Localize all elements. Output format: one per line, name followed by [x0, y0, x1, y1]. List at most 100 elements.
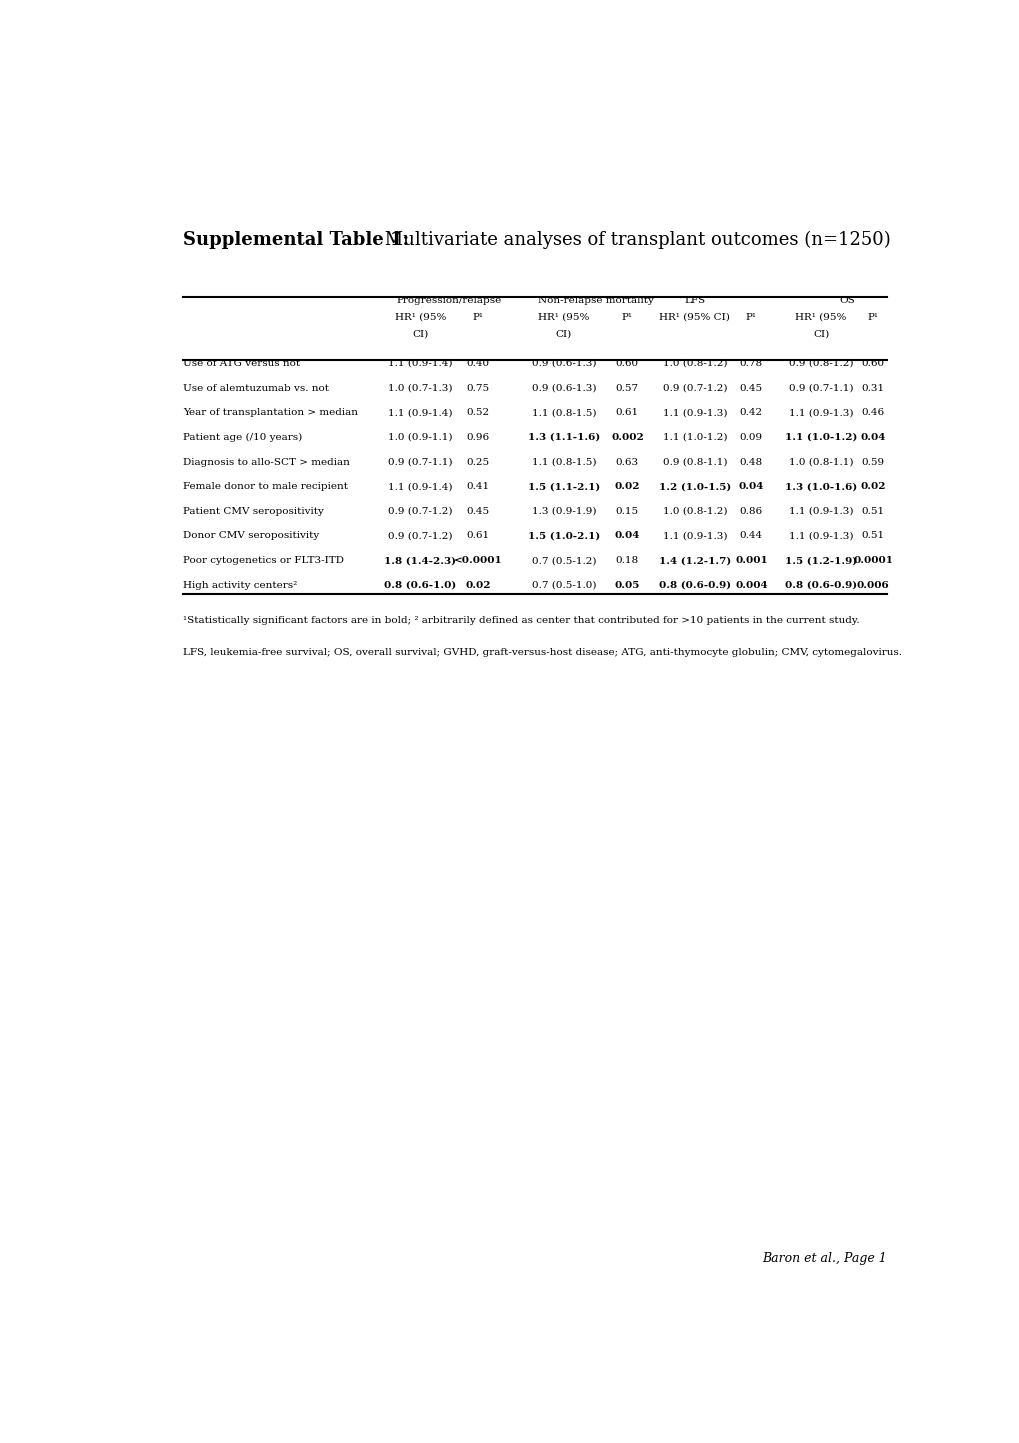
Text: 0.86: 0.86 — [739, 506, 762, 515]
Text: 0.09: 0.09 — [739, 433, 762, 442]
Text: 0.59: 0.59 — [861, 457, 883, 466]
Text: 0.8 (0.6-0.9): 0.8 (0.6-0.9) — [658, 580, 731, 590]
Text: 1.3 (1.0-1.6): 1.3 (1.0-1.6) — [785, 482, 856, 491]
Text: 0.25: 0.25 — [466, 457, 489, 466]
Text: 1.3 (1.1-1.6): 1.3 (1.1-1.6) — [527, 433, 599, 442]
Text: 1.0 (0.7-1.3): 1.0 (0.7-1.3) — [388, 384, 452, 392]
Text: 0.001: 0.001 — [735, 556, 767, 566]
Text: 0.9 (0.7-1.2): 0.9 (0.7-1.2) — [662, 384, 727, 392]
Text: Year of transplantation > median: Year of transplantation > median — [183, 408, 358, 417]
Text: <0.0001: <0.0001 — [453, 556, 501, 566]
Text: 1.1 (0.8-1.5): 1.1 (0.8-1.5) — [531, 408, 595, 417]
Text: 0.57: 0.57 — [615, 384, 638, 392]
Text: 0.61: 0.61 — [466, 531, 489, 541]
Text: Donor CMV seropositivity: Donor CMV seropositivity — [183, 531, 319, 541]
Text: 1.8 (1.4-2.3): 1.8 (1.4-2.3) — [384, 556, 457, 566]
Text: 1.1 (0.9-1.3): 1.1 (0.9-1.3) — [788, 408, 853, 417]
Text: 0.9 (0.6-1.3): 0.9 (0.6-1.3) — [531, 359, 595, 368]
Text: P¹: P¹ — [472, 313, 483, 322]
Text: HR¹ (95%: HR¹ (95% — [795, 313, 846, 322]
Text: 0.7 (0.5-1.0): 0.7 (0.5-1.0) — [531, 580, 595, 590]
Text: 0.63: 0.63 — [615, 457, 638, 466]
Text: 0.96: 0.96 — [466, 433, 489, 442]
Text: 1.0 (0.9-1.1): 1.0 (0.9-1.1) — [388, 433, 452, 442]
Text: 0.52: 0.52 — [466, 408, 489, 417]
Text: CI): CI) — [412, 329, 428, 339]
Text: 1.0 (0.8-1.2): 1.0 (0.8-1.2) — [662, 359, 727, 368]
Text: 0.15: 0.15 — [615, 506, 638, 515]
Text: 0.78: 0.78 — [739, 359, 762, 368]
Text: Supplemental Table 1:: Supplemental Table 1: — [183, 231, 409, 248]
Text: 0.41: 0.41 — [466, 482, 489, 491]
Text: 0.9 (0.8-1.1): 0.9 (0.8-1.1) — [662, 457, 727, 466]
Text: 1.1 (0.9-1.3): 1.1 (0.9-1.3) — [788, 531, 853, 541]
Text: Use of alemtuzumab vs. not: Use of alemtuzumab vs. not — [183, 384, 329, 392]
Text: 0.04: 0.04 — [614, 531, 640, 541]
Text: 0.48: 0.48 — [739, 457, 762, 466]
Text: LFS: LFS — [684, 296, 705, 304]
Text: 1.1 (1.0-1.2): 1.1 (1.0-1.2) — [662, 433, 727, 442]
Text: 0.51: 0.51 — [861, 506, 883, 515]
Text: 1.0 (0.8-1.1): 1.0 (0.8-1.1) — [788, 457, 853, 466]
Text: 0.51: 0.51 — [861, 531, 883, 541]
Text: 1.4 (1.2-1.7): 1.4 (1.2-1.7) — [658, 556, 731, 566]
Text: 1.3 (0.9-1.9): 1.3 (0.9-1.9) — [531, 506, 595, 515]
Text: Female donor to male recipient: Female donor to male recipient — [183, 482, 347, 491]
Text: 0.9 (0.7-1.1): 0.9 (0.7-1.1) — [788, 384, 853, 392]
Text: 1.2 (1.0-1.5): 1.2 (1.0-1.5) — [658, 482, 731, 491]
Text: 1.5 (1.1-2.1): 1.5 (1.1-2.1) — [527, 482, 599, 491]
Text: Poor cytogenetics or FLT3-ITD: Poor cytogenetics or FLT3-ITD — [183, 556, 344, 566]
Text: 1.1 (0.9-1.3): 1.1 (0.9-1.3) — [662, 531, 727, 541]
Text: CI): CI) — [555, 329, 572, 339]
Text: 0.9 (0.8-1.2): 0.9 (0.8-1.2) — [788, 359, 853, 368]
Text: 0.006: 0.006 — [856, 580, 889, 590]
Text: HR¹ (95%: HR¹ (95% — [394, 313, 445, 322]
Text: CI): CI) — [812, 329, 828, 339]
Text: 1.5 (1.2-1.9): 1.5 (1.2-1.9) — [785, 556, 856, 566]
Text: 0.004: 0.004 — [735, 580, 767, 590]
Text: HR¹ (95%: HR¹ (95% — [538, 313, 589, 322]
Text: 0.44: 0.44 — [739, 531, 762, 541]
Text: 0.61: 0.61 — [615, 408, 638, 417]
Text: 0.45: 0.45 — [466, 506, 489, 515]
Text: 0.60: 0.60 — [861, 359, 883, 368]
Text: 0.02: 0.02 — [859, 482, 884, 491]
Text: Patient age (/10 years): Patient age (/10 years) — [183, 433, 303, 442]
Text: 0.05: 0.05 — [614, 580, 640, 590]
Text: 0.40: 0.40 — [466, 359, 489, 368]
Text: P¹: P¹ — [867, 313, 877, 322]
Text: Progression/relapse: Progression/relapse — [396, 296, 501, 304]
Text: 0.42: 0.42 — [739, 408, 762, 417]
Text: 0.45: 0.45 — [739, 384, 762, 392]
Text: High activity centers²: High activity centers² — [183, 580, 298, 590]
Text: LFS, leukemia-free survival; OS, overall survival; GVHD, graft-versus-host disea: LFS, leukemia-free survival; OS, overall… — [183, 648, 902, 657]
Text: 0.9 (0.6-1.3): 0.9 (0.6-1.3) — [531, 384, 595, 392]
Text: 1.1 (1.0-1.2): 1.1 (1.0-1.2) — [785, 433, 857, 442]
Text: P¹: P¹ — [622, 313, 632, 322]
Text: HR¹ (95% CI): HR¹ (95% CI) — [658, 313, 730, 322]
Text: 0.8 (0.6-1.0): 0.8 (0.6-1.0) — [384, 580, 457, 590]
Text: Baron et al., Page 1: Baron et al., Page 1 — [761, 1253, 887, 1266]
Text: 0.75: 0.75 — [466, 384, 489, 392]
Text: 1.1 (0.9-1.4): 1.1 (0.9-1.4) — [388, 408, 452, 417]
Text: 1.1 (0.9-1.4): 1.1 (0.9-1.4) — [388, 482, 452, 491]
Text: 0.60: 0.60 — [615, 359, 638, 368]
Text: 0.7 (0.5-1.2): 0.7 (0.5-1.2) — [531, 556, 595, 566]
Text: Patient CMV seropositivity: Patient CMV seropositivity — [183, 506, 324, 515]
Text: 1.1 (0.9-1.3): 1.1 (0.9-1.3) — [788, 506, 853, 515]
Text: 0.9 (0.7-1.2): 0.9 (0.7-1.2) — [388, 531, 452, 541]
Text: 0.02: 0.02 — [465, 580, 490, 590]
Text: OS: OS — [839, 296, 854, 304]
Text: 0.04: 0.04 — [859, 433, 884, 442]
Text: 1.1 (0.9-1.4): 1.1 (0.9-1.4) — [388, 359, 452, 368]
Text: 0.0001: 0.0001 — [852, 556, 893, 566]
Text: 1.5 (1.0-2.1): 1.5 (1.0-2.1) — [527, 531, 599, 541]
Text: 1.1 (0.8-1.5): 1.1 (0.8-1.5) — [531, 457, 595, 466]
Text: Non-relapse mortality: Non-relapse mortality — [537, 296, 653, 304]
Text: 0.002: 0.002 — [610, 433, 643, 442]
Text: 0.04: 0.04 — [738, 482, 763, 491]
Text: Diagnosis to allo-SCT > median: Diagnosis to allo-SCT > median — [183, 457, 350, 466]
Text: Multivariate analyses of transplant outcomes (n=1250): Multivariate analyses of transplant outc… — [378, 231, 890, 248]
Text: 0.02: 0.02 — [614, 482, 640, 491]
Text: 0.8 (0.6-0.9): 0.8 (0.6-0.9) — [785, 580, 856, 590]
